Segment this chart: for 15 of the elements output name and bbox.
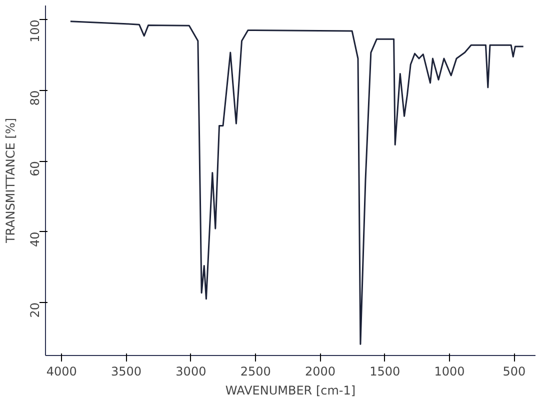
x-tick-label: 500 — [502, 364, 526, 378]
y-tick-label: 100 — [28, 20, 42, 43]
y-tick-label: 20 — [28, 302, 42, 318]
y-tick-label: 40 — [28, 232, 42, 248]
x-tick-label: 1000 — [434, 364, 465, 378]
x-tick-label: 1500 — [370, 364, 400, 378]
x-tick-label: 2000 — [304, 364, 336, 378]
y-tick-label: 80 — [28, 90, 42, 106]
x-axis-title: WAVENUMBER [cm-1] — [225, 384, 356, 398]
x-tick-label: 3000 — [176, 364, 206, 378]
y-axis-title: TRANSMITTANCE [%] — [4, 118, 18, 244]
x-tick-label: 2500 — [240, 364, 271, 378]
x-tick-label: 3500 — [111, 364, 142, 378]
y-tick-label: 60 — [28, 161, 42, 176]
x-tick-label: 4000 — [46, 364, 77, 378]
